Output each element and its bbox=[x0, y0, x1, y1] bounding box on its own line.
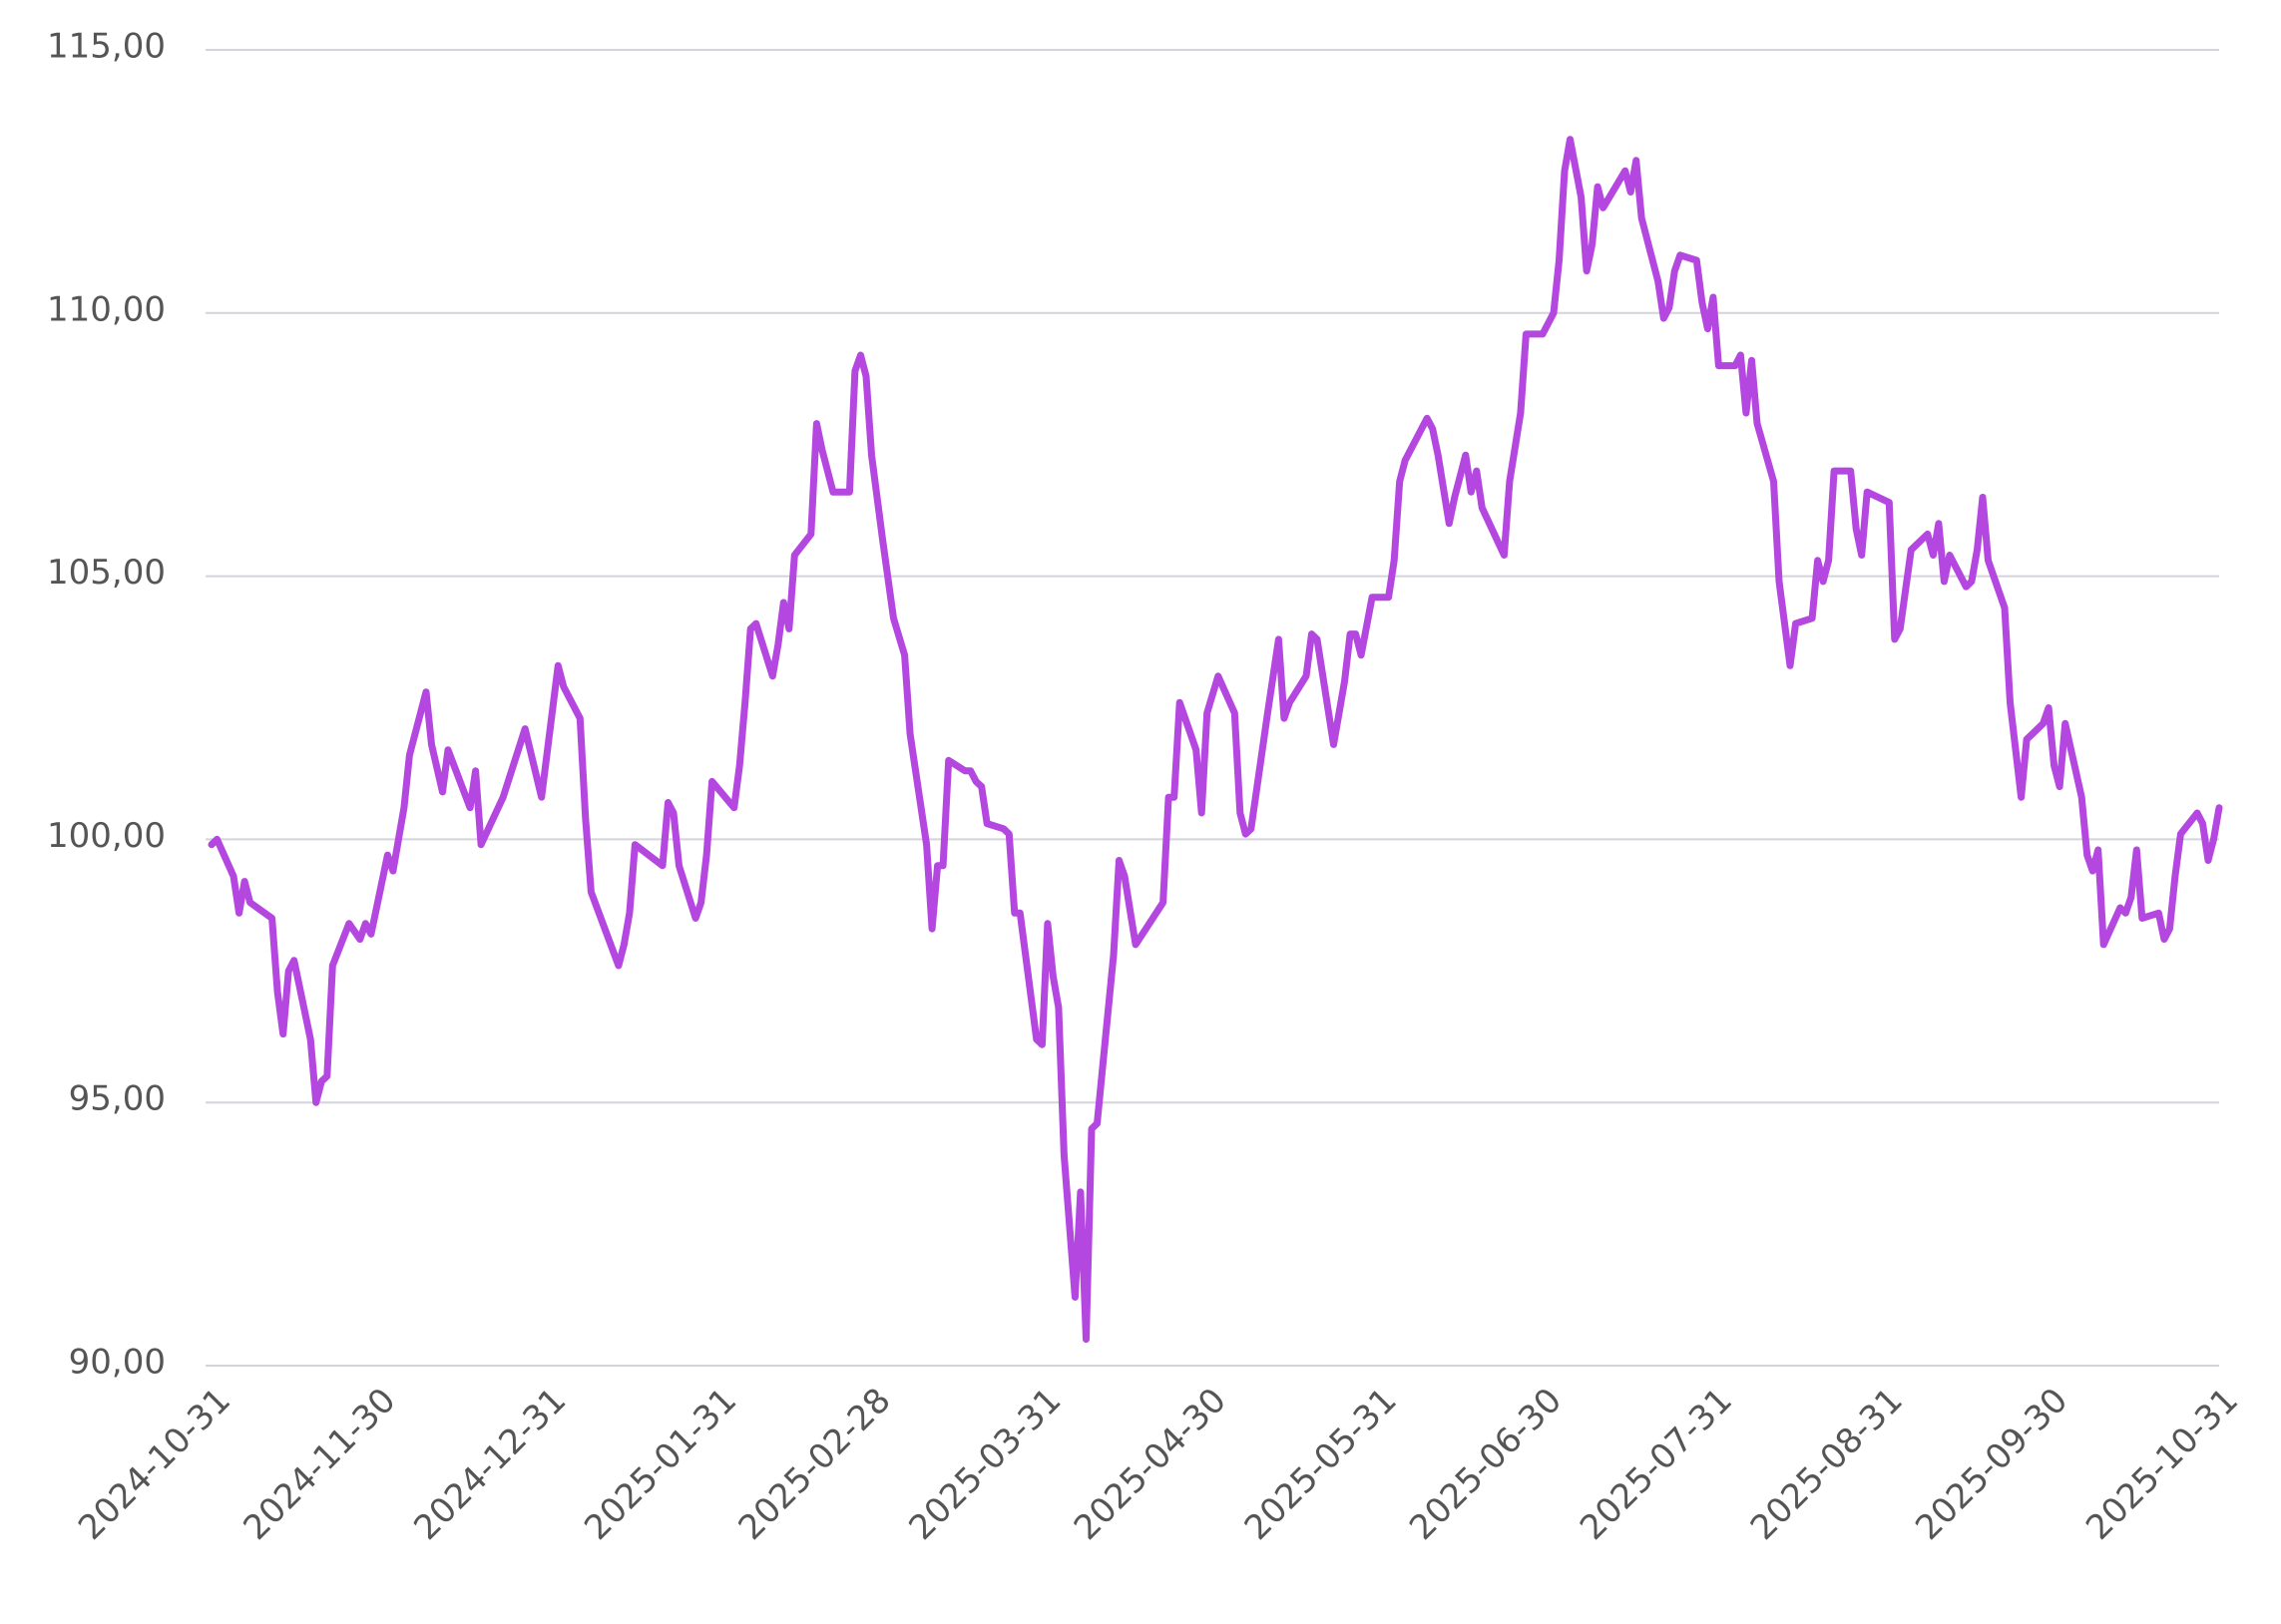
x-tick-label: 2024-10-31 bbox=[71, 1381, 238, 1548]
y-tick-label: 110,00 bbox=[47, 289, 166, 329]
x-tick-label: 2025-01-31 bbox=[577, 1381, 744, 1548]
y-tick-label: 100,00 bbox=[47, 816, 166, 856]
y-tick-label: 105,00 bbox=[47, 553, 166, 593]
x-tick-label: 2024-11-30 bbox=[235, 1381, 403, 1548]
y-tick-label: 90,00 bbox=[69, 1343, 166, 1383]
x-tick-label: 2025-06-30 bbox=[1402, 1381, 1570, 1548]
x-tick-label: 2024-12-31 bbox=[406, 1381, 574, 1548]
x-tick-label: 2025-05-31 bbox=[1237, 1381, 1405, 1548]
x-tick-label: 2025-09-30 bbox=[1908, 1381, 2075, 1548]
x-tick-label: 2025-04-30 bbox=[1067, 1381, 1234, 1548]
x-tick-label: 2025-02-28 bbox=[731, 1381, 899, 1548]
x-tick-label: 2025-07-31 bbox=[1573, 1381, 1740, 1548]
price-line bbox=[208, 136, 2223, 1344]
x-tick-label: 2025-10-31 bbox=[2078, 1381, 2246, 1548]
x-tick-label: 2025-03-31 bbox=[901, 1381, 1069, 1548]
y-tick-label: 115,00 bbox=[47, 27, 166, 67]
x-tick-label: 2025-08-31 bbox=[1743, 1381, 1911, 1548]
y-tick-label: 95,00 bbox=[69, 1079, 166, 1119]
